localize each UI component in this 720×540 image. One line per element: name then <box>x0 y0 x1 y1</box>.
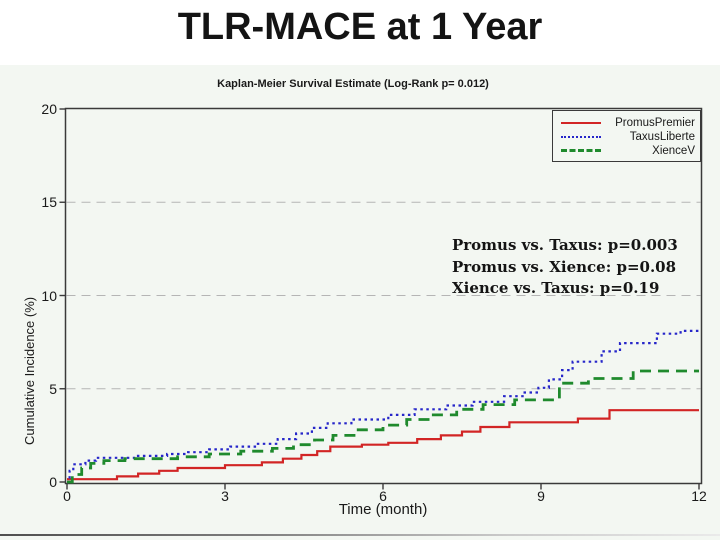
annotation-promus-vs-taxus: Promus vs. Taxus: p=0.003 <box>452 236 678 254</box>
xience-line-sample-icon <box>561 149 601 152</box>
legend-item-taxus: TaxusLiberte <box>561 130 695 143</box>
x-tick-label: 9 <box>537 488 545 504</box>
slide-bottom-divider <box>0 534 720 536</box>
chart-subtitle: Kaplan-Meier Survival Estimate (Log-Rank… <box>217 78 489 90</box>
legend-label-promus: PromusPremier <box>615 116 695 129</box>
legend-item-xience: XienceV <box>561 144 695 157</box>
x-tick-label: 6 <box>379 488 387 504</box>
legend-label-taxus: TaxusLiberte <box>629 130 695 143</box>
promus-line-sample-icon <box>561 121 601 124</box>
slide-title: TLR-MACE at 1 Year <box>177 6 543 48</box>
y-tick-label: 0 <box>49 474 57 490</box>
y-tick-label: 10 <box>41 287 57 304</box>
legend-item-promus: PromusPremier <box>561 116 695 129</box>
y-tick-label: 20 <box>41 101 57 117</box>
p-value-annotations: Promus vs. Taxus: p=0.003 Promus vs. Xie… <box>452 235 678 300</box>
taxus-line-sample-icon <box>561 135 601 138</box>
legend-label-xience: XienceV <box>652 144 695 157</box>
y-tick-label: 5 <box>49 380 57 397</box>
legend-box: PromusPremier TaxusLiberte XienceV <box>552 110 701 162</box>
x-axis-title: Time (month) <box>338 501 428 518</box>
y-tick-label: 15 <box>41 194 57 211</box>
annotation-promus-vs-xience: Promus vs. Xience: p=0.08 <box>452 257 677 276</box>
x-tick-label: 12 <box>691 488 707 504</box>
x-tick-label: 0 <box>63 488 71 504</box>
x-tick-label: 3 <box>221 488 229 504</box>
annotation-xience-vs-taxus: Xience vs. Taxus: p=0.19 <box>452 279 660 297</box>
